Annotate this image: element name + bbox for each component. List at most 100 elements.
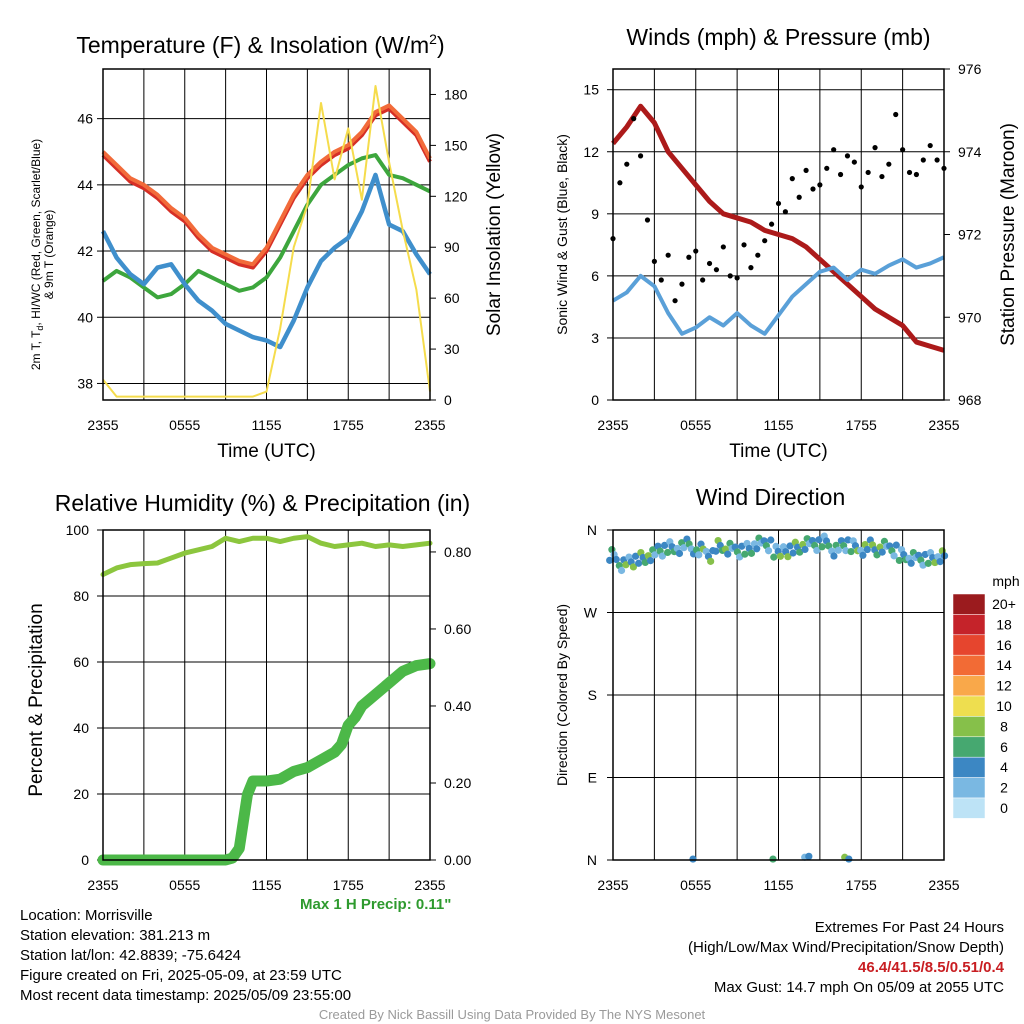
y-tick-label: N [587,852,597,868]
direction-point [680,544,688,552]
y-tick-label: 3 [591,330,599,346]
max-precip-annotation: Max 1 H Precip: 0.11" [300,896,452,913]
direction-point [767,536,775,544]
direction-point [895,556,903,565]
y-tick-label: S [588,687,597,703]
x-tick-label: 2355 [928,417,959,433]
gust-point [672,298,678,304]
series-line-1 [611,255,945,336]
y2-tick-label: 180 [444,86,468,102]
y-tick-label: 15 [583,82,599,98]
direction-point [813,546,821,555]
direction-point [646,557,655,565]
y-tick-label: 40 [73,720,89,736]
y-axis-label-line1: 2m T, Td, HI/WC (Red, Green, Scarlet/Blu… [29,139,45,370]
timestamp-line: Most recent data timestamp: 2025/05/09 2… [20,987,352,1004]
gust-point [720,244,726,250]
direction-point [629,563,638,571]
direction-point [830,552,838,560]
series-line-2 [101,153,431,300]
gust-point [920,157,926,163]
gust-point [934,157,940,163]
y2-tick-label: 120 [444,188,468,204]
x-tick-label: 1155 [763,417,793,433]
direction-point [815,536,823,544]
y-tick-label: N [587,522,597,538]
station-info: Location: Morrisville Station elevation:… [20,906,351,1006]
y-tick-label: 9 [591,206,599,222]
direction-point [712,547,720,555]
x-tick-label: 0555 [680,417,711,433]
direction-point [936,558,944,566]
gust-point [651,258,657,264]
direction-point [707,557,715,565]
y-tick-label: 0 [81,852,89,868]
gust-point [775,200,782,207]
chart-title: Relative Humidity (%) & Precipitation (i… [55,490,470,516]
legend-label: 4 [1000,759,1008,775]
x-tick-label: 2355 [597,417,628,433]
x-tick-label: 1155 [251,877,281,893]
direction-point [689,855,697,863]
chart-title: Winds (mph) & Pressure (mb) [626,24,930,50]
y2-tick-label: 0.20 [444,775,471,791]
legend-swatch [952,716,986,738]
y-tick-label: 0 [591,392,599,408]
y2-tick-label: 974 [958,144,982,160]
gust-point [741,242,747,248]
direction-point [907,559,915,567]
direction-point [789,549,797,557]
direction-point [664,548,672,557]
extremes-values: 46.4/41.5/8.5/0.51/0.4 [858,959,1004,976]
legend-swatch [952,593,986,615]
x-tick-label: 1155 [763,877,793,893]
direction-point [924,559,932,567]
x-tick-label: 1755 [333,417,364,433]
chart-title: Temperature (F) & Insolation (W/m2) [76,31,444,58]
direction-point [632,552,640,560]
x-axis-label: Time (UTC) [217,441,316,462]
y-tick-label: 60 [73,654,89,670]
y2-tick-label: 0.80 [444,544,471,560]
gust-point [727,273,733,279]
gust-point [686,254,692,260]
gust-point [927,142,933,149]
legend-title: mph [992,573,1019,589]
x-tick-label: 1755 [846,877,877,893]
legend-label: 14 [996,657,1012,673]
gust-point [700,277,706,283]
y2-axis-label: Station Pressure (Maroon) [998,123,1019,346]
legend-label: 0 [1000,800,1008,816]
y-tick-label: 12 [583,144,599,160]
series-line-0 [100,534,433,578]
direction-point [770,553,778,561]
x-tick-label: 0555 [169,417,200,433]
y-axis-label: Sonic Wind & Gust (Blue, Black) [554,134,570,335]
gust-point [782,209,788,215]
max-gust-line: Max Gust: 14.7 mph On 05/09 at 2055 UTC [713,979,1004,996]
legend-label: 10 [996,698,1012,714]
series-line-0 [611,103,945,353]
direction-point [617,566,626,575]
gust-point [665,252,671,258]
y2-tick-label: 150 [444,137,468,153]
gust-point [713,267,720,273]
gust-point [858,184,864,190]
gust-point [906,169,913,176]
y2-tick-label: 30 [444,341,460,357]
y-tick-label: 38 [77,375,93,391]
y-axis-label: 2m T, Td, HI/WC (Red, Green, Scarlet/Blu… [29,139,56,370]
gust-point [837,171,844,178]
y-tick-label: 40 [77,309,93,325]
gust-point [824,165,830,171]
gust-point [851,159,857,165]
gust-point [679,281,685,287]
gust-point [872,145,878,151]
legend-label: 8 [1000,718,1008,734]
plot-frame [612,529,945,861]
panel-0: 38 40 42 44 46 0 30 60 90 120 150 180 2355 0555 1155 17… [29,31,505,462]
gust-point [748,265,754,271]
y2-axis-label: Solar Insolation (Yellow) [484,133,505,336]
gust-point [865,169,871,176]
legend-swatch [952,695,986,717]
